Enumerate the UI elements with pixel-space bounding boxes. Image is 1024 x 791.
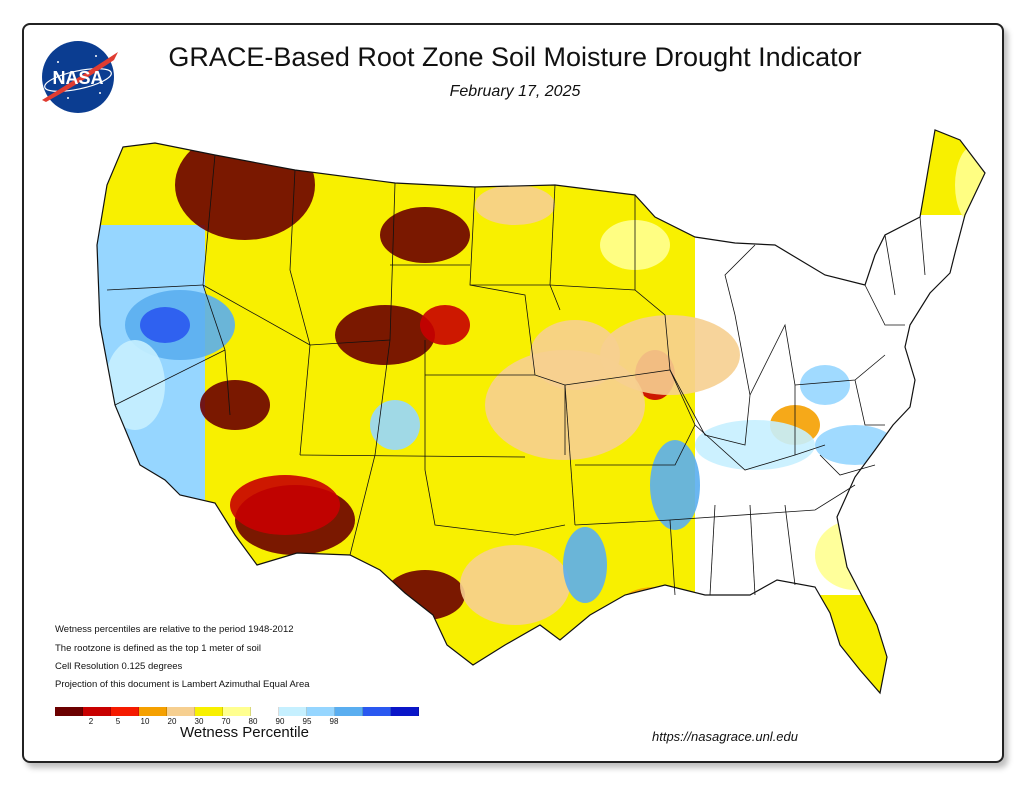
wetness-region [230,475,340,535]
legend-tick-label: 30 [194,717,204,726]
legend-tick-label: 2 [88,717,94,726]
legend-tick-label: 5 [115,717,121,726]
wetness-region [370,400,420,450]
wetness-region [620,587,690,623]
legend-swatch-12 [391,707,419,716]
legend-swatch-0 [55,707,83,716]
wetness-region [105,340,165,430]
legend-swatch-5 [195,707,223,716]
wetness-grid [97,130,985,693]
legend-tick-label: 98 [329,717,339,726]
legend-swatch-6 [223,707,251,716]
state-boundaries [106,154,926,596]
legend-color-bar [55,707,419,716]
legend-tick-label: 80 [248,717,258,726]
wetness-region [200,380,270,430]
wetness-region [955,145,985,225]
wetness-region [475,185,555,225]
legend-swatch-8 [279,707,307,716]
legend-tick-label: 10 [140,717,150,726]
legend-swatch-3 [139,707,167,716]
nasa-logo: NASA [42,41,118,113]
note-projection: Projection of this document is Lambert A… [55,679,310,690]
wetness-region [380,207,470,263]
us-drought-map [96,129,986,694]
wetness-region [650,440,700,530]
legend-tick-label: 20 [167,717,177,726]
wetness-region [563,527,607,603]
legend-swatch-1 [83,707,111,716]
legend-swatch-2 [111,707,139,716]
legend-tick-label: 70 [221,717,231,726]
wetness-region [335,305,435,365]
legend-swatch-4 [167,707,195,716]
wetness-region [460,545,570,625]
wetness-region [140,307,190,343]
note-rootzone-definition: The rootzone is defined as the top 1 met… [55,643,261,654]
legend-swatch-9 [307,707,335,716]
nasa-logo-text: NASA [52,68,103,88]
legend-swatch-10 [335,707,363,716]
page-title: GRACE-Based Root Zone Soil Moisture Drou… [168,42,862,72]
note-cell-resolution: Cell Resolution 0.125 degrees [55,661,183,672]
wetness-region [695,420,815,470]
legend-tick-label: 90 [275,717,285,726]
wetness-region [530,320,620,390]
legend-ticks: 2 5 10 20 30 70 80 90 95 98 [55,716,419,727]
wetness-region [815,520,895,590]
wetness-region [800,365,850,405]
legend-tick-label: 95 [302,717,312,726]
wetness-region [900,600,930,650]
source-url: https://nasagrace.unl.edu [652,729,798,744]
wetness-region [385,570,465,620]
legend-swatch-7 [251,707,279,716]
wetness-region [600,315,740,395]
legend-swatch-11 [363,707,391,716]
note-baseline-period: Wetness percentiles are relative to the … [55,624,294,635]
date-subtitle: February 17, 2025 [449,83,581,100]
legend-title: Wetness Percentile [180,724,309,741]
wetness-region [420,305,470,345]
wetness-legend: 2 5 10 20 30 70 80 90 95 98 [55,707,419,727]
wetness-region [815,425,895,465]
